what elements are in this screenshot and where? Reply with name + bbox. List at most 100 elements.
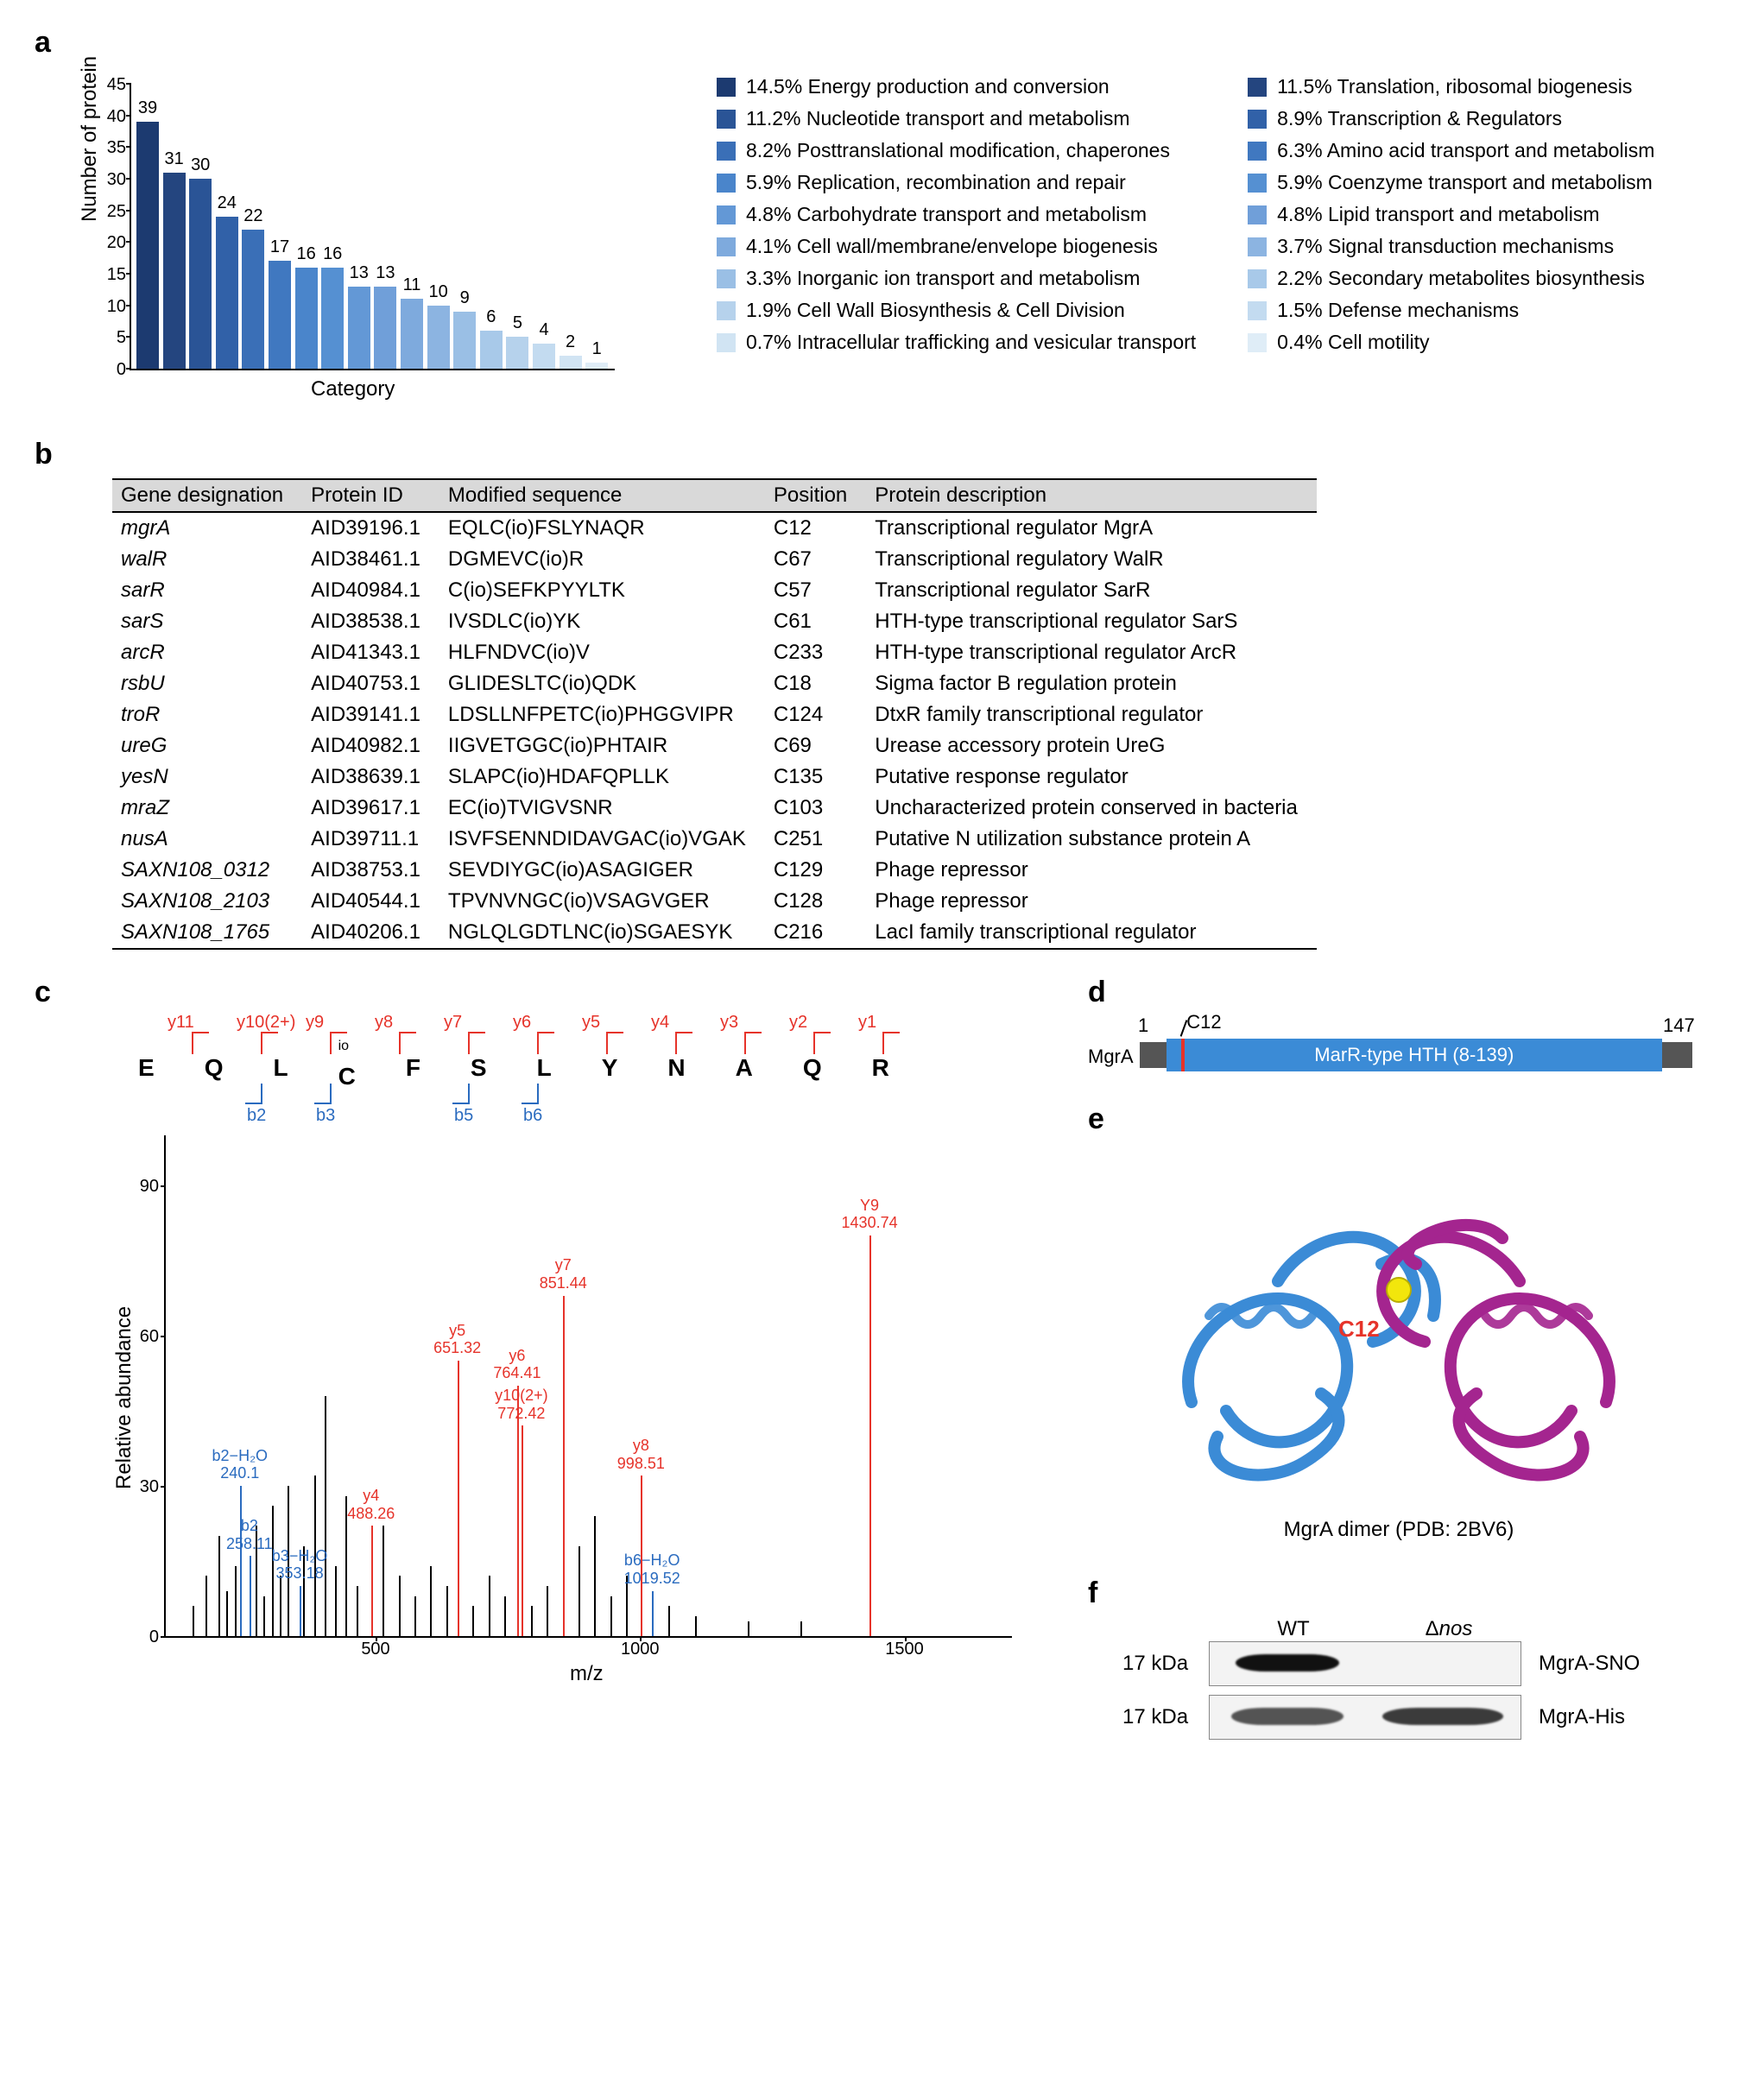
spectrum-peak [489,1576,490,1636]
table-cell: Transcriptional regulatory WalR [866,544,1317,575]
peak-label: y5651.32 [433,1322,481,1357]
table-row: walRAID38461.1DGMEVC(io)RC67Transcriptio… [112,544,1317,575]
blot-band [1382,1708,1503,1725]
spectrum-peak [695,1616,697,1636]
table-cell: LacI family transcriptional regulator [866,917,1317,949]
spectrum-peak [579,1546,580,1636]
legend-text: 14.5% Energy production and conversion [746,75,1110,98]
ytick: 35 [98,138,126,158]
peak-label: b6−H₂O1019.52 [624,1551,680,1587]
legend-text: 1.5% Defense mechanisms [1277,299,1519,322]
spectrum-ytick: 0 [131,1627,159,1647]
table-cell: AID38753.1 [302,855,439,886]
panel-e-label: e [1088,1103,1710,1136]
bar [189,179,212,369]
spectrum-peak [218,1536,220,1636]
table-cell: nusA [112,824,302,855]
panel-a: a Number of protein Category 39313024221… [35,26,1729,412]
bar [374,287,396,369]
table-cell: AID40982.1 [302,730,439,761]
ytick: 0 [98,360,126,380]
bar-value-label: 1 [583,339,610,359]
table-cell: C128 [765,886,866,917]
spectrum-peak [800,1621,802,1636]
table-cell: AID40753.1 [302,668,439,699]
peptide-sequence: EQLioCFSLYNAQR [138,1054,889,1084]
bar-value-label: 9 [451,288,478,308]
residue: R [872,1054,889,1084]
table-cell: Sigma factor B regulation protein [866,668,1317,699]
bar-value-label: 13 [371,263,399,283]
table-cell: Phage repressor [866,886,1317,917]
peak-label: y8998.51 [617,1437,665,1472]
legend-text: 4.1% Cell wall/membrane/envelope biogene… [746,235,1158,258]
legend-swatch [717,110,736,129]
spectrum-peak [300,1586,301,1636]
table-cell: Urease accessory protein UreG [866,730,1317,761]
table-cell: C124 [765,699,866,730]
c12-position-line [1181,1039,1185,1071]
ytick: 40 [98,107,126,127]
panel-e: e [1088,1103,1710,1542]
table-cell: C18 [765,668,866,699]
blot-size-label: 17 kDa [1122,1652,1192,1676]
spectrum-peak [652,1591,654,1636]
legend-text: 2.2% Secondary metabolites biosynthesis [1277,267,1645,290]
bar [295,268,318,369]
table-cell: AID39196.1 [302,512,439,544]
bar [136,122,159,369]
legend-text: 8.2% Posttranslational modification, cha… [746,139,1170,162]
bar-value-label: 11 [398,275,426,295]
peak-label: y4488.26 [347,1487,395,1522]
c12-label: C12 [1186,1011,1221,1033]
table-cell: HTH-type transcriptional regulator ArcR [866,637,1317,668]
legend-swatch [717,333,736,352]
legend-swatch [717,174,736,193]
table-cell: mraZ [112,793,302,824]
table-cell: SAXN108_1765 [112,917,302,949]
residue: ioC [338,1054,356,1084]
ytick: 10 [98,297,126,317]
ytick: 45 [98,75,126,95]
legend-swatch [717,142,736,161]
bar-value-label: 17 [266,237,294,257]
table-cell: HTH-type transcriptional regulator SarS [866,606,1317,637]
legend-swatch [1248,269,1267,288]
table-row: arcRAID41343.1HLFNDVC(io)VC233HTH-type t… [112,637,1317,668]
legend-item: 0.4% Cell motility [1248,331,1654,354]
spectrum-peak [594,1516,596,1636]
y-ion-label: y8 [375,1013,393,1033]
spectrum-peak [250,1556,251,1636]
spectrum-peak [504,1596,506,1636]
panel-c-label: c [35,976,1053,1009]
spectrum-xtick: 1000 [621,1640,660,1659]
c12-residue-label: C12 [1338,1316,1380,1343]
panel-b: b Gene designationProtein IDModified seq… [35,438,1729,950]
spectrum-peak [547,1586,548,1636]
bar-value-label: 22 [239,206,267,226]
legend-item: 11.2% Nucleotide transport and metabolis… [717,107,1196,130]
western-blot: WTΔnos 17 kDaMgrA-SNO17 kDaMgrA-His [1122,1617,1710,1740]
table-cell: arcR [112,637,302,668]
table-cell: EQLC(io)FSLYNAQR [439,512,765,544]
residue: F [406,1054,420,1084]
panel-a-xlabel: Category [311,377,395,401]
table-cell: C251 [765,824,866,855]
legend-text: 4.8% Carbohydrate transport and metaboli… [746,203,1147,226]
y-ion-label: y5 [582,1013,600,1033]
table-cell: Putative response regulator [866,761,1317,793]
table-cell: C(io)SEFKPYYLTK [439,575,765,606]
legend-swatch [1248,205,1267,224]
blot-band [1236,1654,1339,1671]
table-cell: TPVNVNGC(io)VSAGVGER [439,886,765,917]
table-cell: GLIDESLTC(io)QDK [439,668,765,699]
legend-text: 11.2% Nucleotide transport and metabolis… [746,107,1129,130]
bar [216,217,238,369]
blot-band [1231,1708,1344,1725]
y-ion-label: y6 [513,1013,531,1033]
blot-lane-labels: WTΔnos [1216,1617,1527,1641]
spectrum-peak [610,1596,612,1636]
legend-item: 2.2% Secondary metabolites biosynthesis [1248,267,1654,290]
table-cell: sarS [112,606,302,637]
bar-value-label: 2 [557,332,585,352]
